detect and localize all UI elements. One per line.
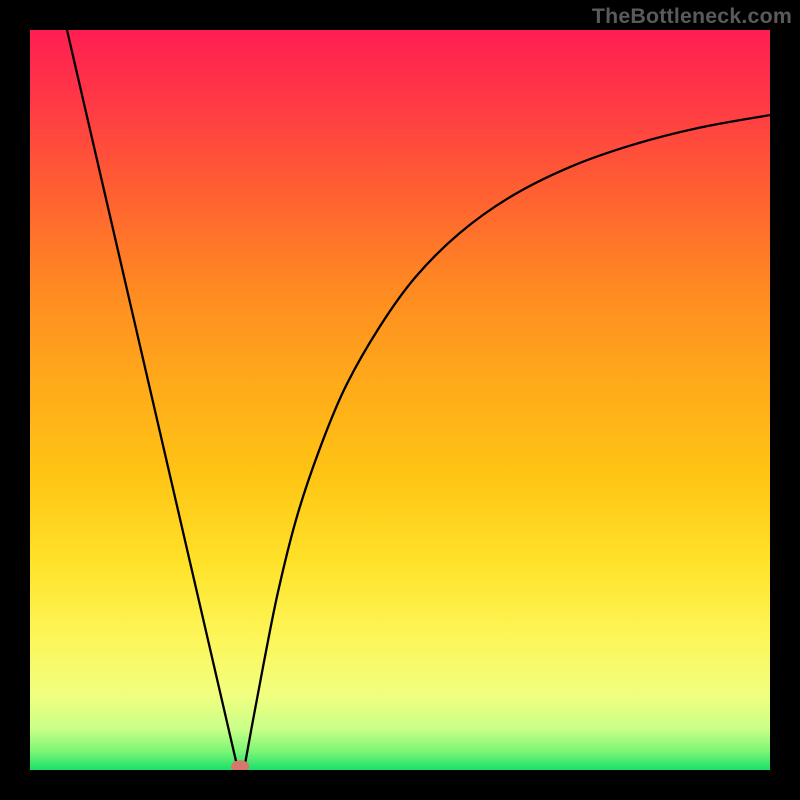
plot-area (30, 30, 770, 770)
gradient-background (30, 30, 770, 770)
chart-svg (30, 30, 770, 770)
chart-frame: TheBottleneck.com (0, 0, 800, 800)
watermark-text: TheBottleneck.com (592, 4, 792, 29)
